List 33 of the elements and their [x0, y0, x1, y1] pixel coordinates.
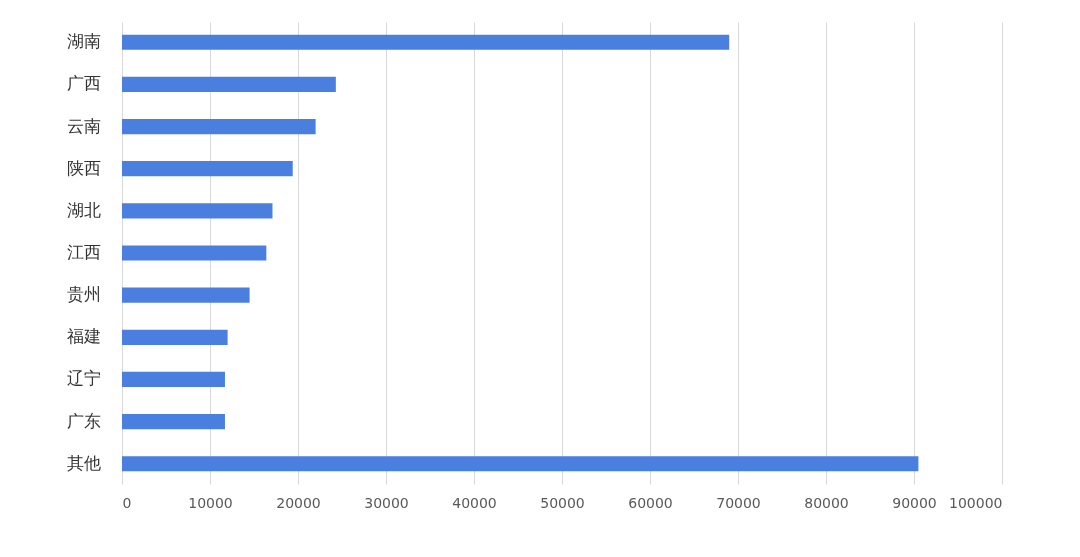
bar — [122, 456, 919, 472]
bar — [122, 203, 273, 219]
x-tick-label: 40000 — [452, 494, 497, 511]
bar — [122, 414, 225, 430]
x-tick-label: 90000 — [892, 494, 937, 511]
x-tick-label: 60000 — [628, 494, 673, 511]
y-tick-label: 其他 — [66, 452, 101, 473]
x-tick-label: 30000 — [364, 494, 409, 511]
bar — [122, 76, 336, 92]
x-tick-label: 80000 — [804, 494, 849, 511]
y-tick-label: 江西 — [66, 242, 101, 262]
bar — [122, 371, 225, 388]
bar — [122, 245, 267, 261]
y-tick-label: 辽宁 — [66, 368, 101, 389]
x-tick-label: 70000 — [716, 494, 761, 511]
x-tick-label: 20000 — [276, 494, 321, 511]
x-tick-label: 0 — [122, 494, 132, 511]
bar — [122, 34, 730, 50]
y-tick-label: 广西 — [66, 73, 101, 94]
y-tick-label: 贵州 — [66, 284, 101, 305]
x-tick-label: 10000 — [188, 494, 233, 511]
bar — [122, 329, 228, 345]
y-tick-label: 陕西 — [66, 157, 101, 178]
bar — [122, 161, 293, 177]
bar — [122, 118, 316, 135]
x-tick-label: 50000 — [540, 494, 585, 511]
bar — [122, 287, 250, 303]
y-tick-label: 云南 — [66, 115, 101, 136]
y-tick-label: 广东 — [66, 410, 101, 431]
y-tick-label: 湖北 — [66, 199, 101, 220]
x-tick-label: 100000 — [949, 494, 1003, 511]
y-tick-label: 湖南 — [66, 31, 101, 52]
y-tick-label: 福建 — [66, 326, 101, 347]
